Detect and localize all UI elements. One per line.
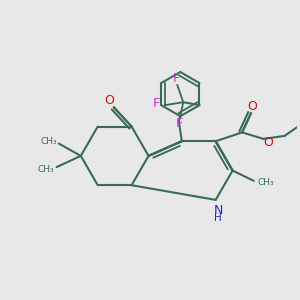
Text: F: F bbox=[153, 97, 160, 110]
Text: F: F bbox=[172, 72, 179, 85]
Text: H: H bbox=[214, 213, 222, 223]
Text: N: N bbox=[213, 204, 223, 217]
Text: CH₃: CH₃ bbox=[258, 178, 274, 187]
Text: CH₃: CH₃ bbox=[40, 137, 57, 146]
Text: O: O bbox=[264, 136, 274, 149]
Text: O: O bbox=[105, 94, 115, 107]
Text: F: F bbox=[175, 117, 182, 130]
Text: O: O bbox=[248, 100, 257, 113]
Text: CH₃: CH₃ bbox=[37, 165, 54, 174]
